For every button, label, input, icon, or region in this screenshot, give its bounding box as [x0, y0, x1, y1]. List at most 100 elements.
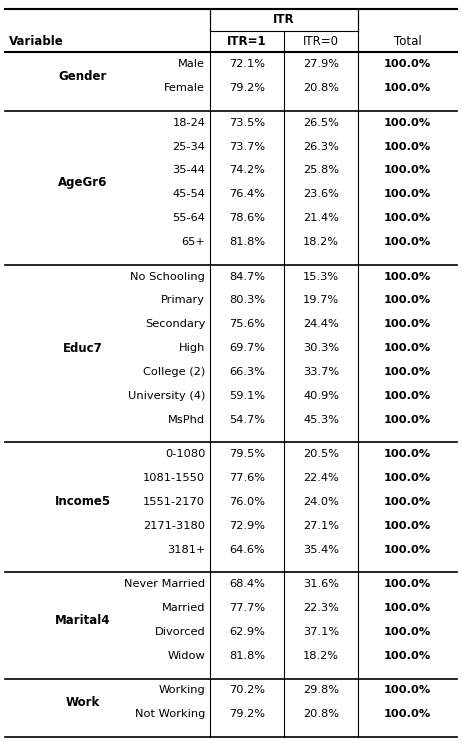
Text: 25.8%: 25.8%	[303, 166, 339, 175]
Text: 2171-3180: 2171-3180	[143, 521, 205, 531]
Text: 100.0%: 100.0%	[384, 651, 432, 661]
Text: 40.9%: 40.9%	[303, 391, 339, 400]
Text: 100.0%: 100.0%	[384, 391, 432, 400]
Text: 3181+: 3181+	[167, 545, 205, 554]
Text: 62.9%: 62.9%	[229, 627, 265, 637]
Text: 18.2%: 18.2%	[303, 651, 339, 661]
Text: ITR=0: ITR=0	[303, 35, 339, 48]
Text: Gender: Gender	[59, 70, 107, 82]
Text: 20.8%: 20.8%	[303, 710, 339, 719]
Text: 100.0%: 100.0%	[384, 141, 432, 152]
Text: 24.4%: 24.4%	[303, 319, 339, 329]
Text: 75.6%: 75.6%	[229, 319, 265, 329]
Text: 55-64: 55-64	[172, 213, 205, 223]
Text: Income5: Income5	[55, 496, 111, 508]
Text: 20.5%: 20.5%	[303, 450, 339, 459]
Text: 100.0%: 100.0%	[384, 627, 432, 637]
Text: High: High	[179, 343, 205, 353]
Text: Marital4: Marital4	[55, 614, 110, 626]
Text: 59.1%: 59.1%	[229, 391, 265, 400]
Text: ITR=1: ITR=1	[227, 35, 267, 48]
Text: 100.0%: 100.0%	[384, 296, 432, 305]
Text: 100.0%: 100.0%	[384, 415, 432, 424]
Text: 37.1%: 37.1%	[303, 627, 339, 637]
Text: 79.2%: 79.2%	[229, 710, 265, 719]
Text: 79.2%: 79.2%	[229, 83, 265, 93]
Text: Primary: Primary	[161, 296, 205, 305]
Text: 78.6%: 78.6%	[229, 213, 265, 223]
Text: 24.0%: 24.0%	[303, 497, 339, 507]
Text: 100.0%: 100.0%	[384, 117, 432, 128]
Text: 100.0%: 100.0%	[384, 189, 432, 199]
Text: 100.0%: 100.0%	[384, 521, 432, 531]
Text: 15.3%: 15.3%	[303, 271, 339, 282]
Text: 84.7%: 84.7%	[229, 271, 265, 282]
Text: Working: Working	[158, 686, 205, 695]
Text: ITR: ITR	[274, 13, 295, 26]
Text: 45-54: 45-54	[172, 189, 205, 199]
Text: AgeGr6: AgeGr6	[58, 176, 108, 189]
Text: 77.6%: 77.6%	[229, 473, 265, 483]
Text: No Schooling: No Schooling	[130, 271, 205, 282]
Text: 19.7%: 19.7%	[303, 296, 339, 305]
Text: 72.9%: 72.9%	[229, 521, 265, 531]
Text: 100.0%: 100.0%	[384, 83, 432, 93]
Text: 70.2%: 70.2%	[229, 686, 265, 695]
Text: 100.0%: 100.0%	[384, 319, 432, 329]
Text: 100.0%: 100.0%	[384, 580, 432, 589]
Text: 33.7%: 33.7%	[303, 367, 339, 377]
Text: MsPhd: MsPhd	[168, 415, 205, 424]
Text: Educ7: Educ7	[63, 342, 103, 354]
Text: 35-44: 35-44	[172, 166, 205, 175]
Text: 26.5%: 26.5%	[303, 117, 339, 128]
Text: 65+: 65+	[182, 237, 205, 247]
Text: 20.8%: 20.8%	[303, 83, 339, 93]
Text: 23.6%: 23.6%	[303, 189, 339, 199]
Text: 0-1080: 0-1080	[165, 450, 205, 459]
Text: 76.4%: 76.4%	[229, 189, 265, 199]
Text: Work: Work	[66, 696, 100, 709]
Text: 100.0%: 100.0%	[384, 603, 432, 613]
Text: 100.0%: 100.0%	[384, 59, 432, 69]
Text: 29.8%: 29.8%	[303, 686, 339, 695]
Text: 100.0%: 100.0%	[384, 343, 432, 353]
Text: College (2): College (2)	[143, 367, 205, 377]
Text: 18-24: 18-24	[172, 117, 205, 128]
Text: Variable: Variable	[9, 35, 63, 48]
Text: 100.0%: 100.0%	[384, 686, 432, 695]
Text: 100.0%: 100.0%	[384, 497, 432, 507]
Text: 77.7%: 77.7%	[229, 603, 265, 613]
Text: 100.0%: 100.0%	[384, 237, 432, 247]
Text: 100.0%: 100.0%	[384, 450, 432, 459]
Text: 69.7%: 69.7%	[229, 343, 265, 353]
Text: Divorced: Divorced	[154, 627, 205, 637]
Text: Male: Male	[178, 59, 205, 69]
Text: 66.3%: 66.3%	[229, 367, 265, 377]
Text: 35.4%: 35.4%	[303, 545, 339, 554]
Text: 80.3%: 80.3%	[229, 296, 265, 305]
Text: Not Working: Not Working	[135, 710, 205, 719]
Text: 79.5%: 79.5%	[229, 450, 265, 459]
Text: Married: Married	[162, 603, 205, 613]
Text: 22.4%: 22.4%	[303, 473, 339, 483]
Text: Widow: Widow	[167, 651, 205, 661]
Text: Female: Female	[164, 83, 205, 93]
Text: 64.6%: 64.6%	[229, 545, 265, 554]
Text: 1081-1550: 1081-1550	[143, 473, 205, 483]
Text: Total: Total	[394, 35, 422, 48]
Text: 100.0%: 100.0%	[384, 271, 432, 282]
Text: Secondary: Secondary	[145, 319, 205, 329]
Text: 100.0%: 100.0%	[384, 213, 432, 223]
Text: 25-34: 25-34	[172, 141, 205, 152]
Text: 26.3%: 26.3%	[303, 141, 339, 152]
Text: 81.8%: 81.8%	[229, 651, 265, 661]
Text: 54.7%: 54.7%	[229, 415, 265, 424]
Text: University (4): University (4)	[128, 391, 205, 400]
Text: 68.4%: 68.4%	[229, 580, 265, 589]
Text: 18.2%: 18.2%	[303, 237, 339, 247]
Text: 81.8%: 81.8%	[229, 237, 265, 247]
Text: 73.7%: 73.7%	[229, 141, 265, 152]
Text: 45.3%: 45.3%	[303, 415, 339, 424]
Text: 73.5%: 73.5%	[229, 117, 265, 128]
Text: 74.2%: 74.2%	[229, 166, 265, 175]
